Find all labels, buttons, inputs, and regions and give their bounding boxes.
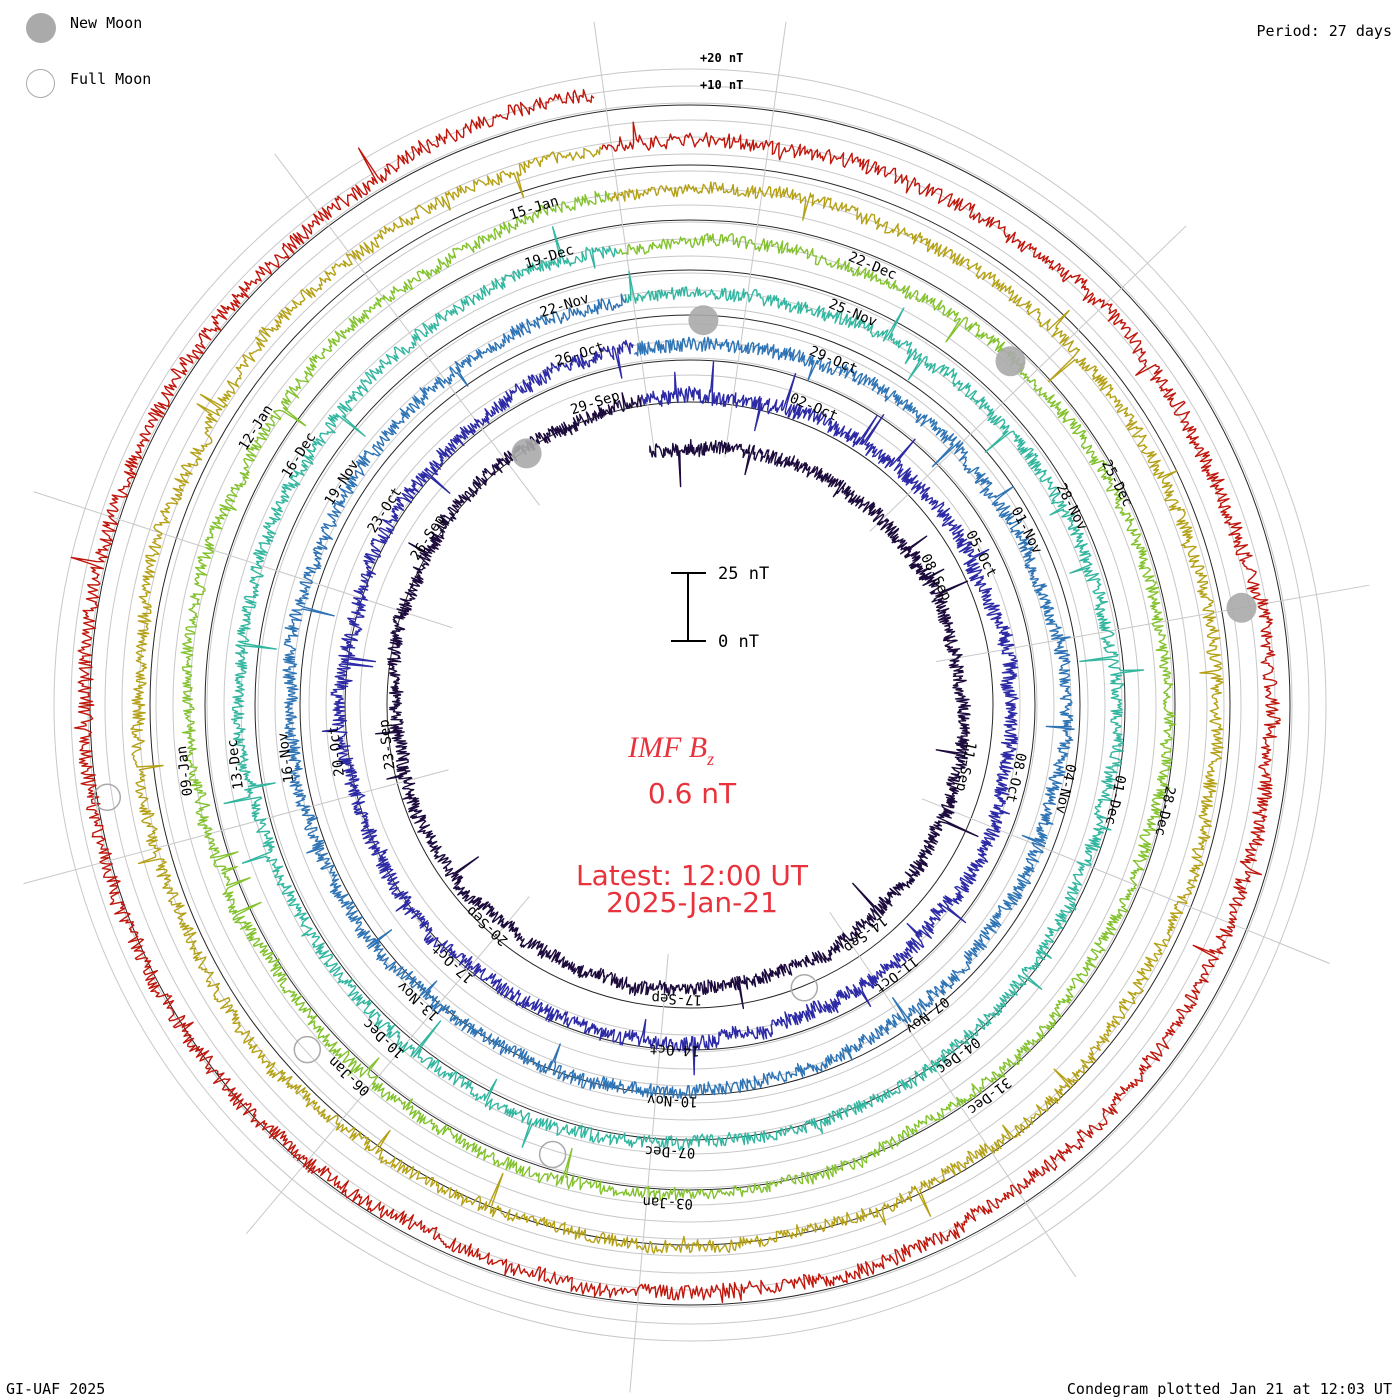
series-line-5 bbox=[180, 190, 1177, 1202]
ring-label-plus20: +20 nT bbox=[700, 51, 743, 65]
date-label: 16-Nov bbox=[275, 732, 297, 784]
series-line-6 bbox=[130, 146, 1224, 1255]
grid-ring bbox=[342, 357, 1038, 1053]
center-info: IMF Bz 0.6 nT Latest: 12:00 UT 2025-Jan-… bbox=[576, 731, 809, 919]
full-moon-icon bbox=[26, 69, 55, 98]
baseline-ring bbox=[254, 269, 1126, 1141]
date-label: 14-Sep bbox=[840, 912, 890, 955]
grid-spoke bbox=[593, 21, 656, 458]
plotted-timestamp: Condegram plotted Jan 21 at 12:03 UT bbox=[1066, 1380, 1392, 1398]
date-label: 17-Sep bbox=[651, 989, 702, 1007]
new-moon-marker bbox=[688, 305, 719, 336]
new-moon-marker bbox=[995, 346, 1026, 377]
baseline-ring bbox=[386, 401, 994, 1009]
date-label: 07-Dec bbox=[644, 1142, 695, 1160]
grid-ring bbox=[291, 306, 1089, 1104]
chart-title-subscript: z bbox=[706, 749, 714, 769]
grid-ring bbox=[359, 374, 1021, 1036]
latest-date: 2025-Jan-21 bbox=[606, 886, 778, 919]
date-label: 23-Oct bbox=[365, 485, 406, 536]
grid-ring bbox=[121, 136, 1259, 1274]
grid-ring bbox=[189, 204, 1191, 1206]
series-line-4 bbox=[223, 226, 1145, 1152]
baseline-ring bbox=[204, 219, 1176, 1191]
date-label: 03-Jan bbox=[642, 1193, 693, 1211]
date-label: 13-Dec bbox=[225, 738, 247, 790]
baseline-ring bbox=[89, 104, 1291, 1306]
baseline-ring bbox=[149, 164, 1231, 1246]
full-moon-marker bbox=[293, 1035, 322, 1064]
series-line-3 bbox=[282, 293, 1075, 1100]
date-label: 14-Oct bbox=[649, 1040, 700, 1058]
date-label: 11-Sep bbox=[952, 740, 979, 793]
grid-ring bbox=[206, 221, 1174, 1189]
credit-label: GI-UAF 2025 bbox=[6, 1380, 106, 1398]
grid-rings bbox=[53, 68, 1327, 1342]
series-line-2 bbox=[321, 339, 1019, 1076]
new-moon-marker bbox=[1226, 592, 1257, 623]
grid-ring bbox=[274, 289, 1106, 1121]
scale-top-label: 25 nT bbox=[718, 564, 769, 584]
scale-bottom-label: 0 nT bbox=[718, 632, 759, 652]
period-label: Period: 27 days bbox=[1256, 22, 1392, 40]
grid-spoke bbox=[921, 798, 1330, 964]
date-label: 09-Jan bbox=[174, 745, 196, 797]
new-moon-label: New Moon bbox=[70, 14, 143, 32]
date-label: 20-Oct bbox=[326, 725, 348, 777]
full-moon-marker bbox=[790, 974, 819, 1002]
date-label: 10-Dec bbox=[360, 1015, 408, 1061]
moon-markers bbox=[93, 305, 1257, 1169]
new-moon-icon bbox=[26, 13, 56, 43]
grid-spoke bbox=[33, 491, 453, 629]
grid-spoke bbox=[274, 153, 540, 506]
grid-ring bbox=[257, 272, 1123, 1138]
scale-bar: 25 nT 0 nT bbox=[671, 564, 769, 652]
baseline-ring bbox=[344, 359, 1036, 1051]
grid-spokes bbox=[23, 21, 1370, 1393]
full-moon-marker bbox=[538, 1140, 567, 1169]
grid-ring bbox=[138, 153, 1242, 1257]
date-label: 10-Nov bbox=[647, 1091, 698, 1109]
current-value: 0.6 nT bbox=[648, 777, 737, 810]
date-label: 29-Oct bbox=[807, 343, 860, 377]
date-label: 23-Sep bbox=[376, 718, 398, 770]
grid-spoke bbox=[724, 21, 787, 458]
ring-label-plus10: +10 nT bbox=[700, 78, 743, 92]
grid-spoke bbox=[23, 769, 449, 885]
chart-title-text: IMF B bbox=[627, 731, 707, 764]
full-moon-label: Full Moon bbox=[70, 70, 152, 88]
series-line-1 bbox=[375, 392, 979, 1010]
full-moon-marker bbox=[93, 783, 122, 812]
latest-time: Latest: 12:00 UT bbox=[576, 859, 809, 892]
date-label: 15-Jan bbox=[508, 193, 561, 223]
new-moon-marker bbox=[511, 438, 542, 469]
chart-title: IMF Bz bbox=[627, 731, 714, 769]
series-line-7 bbox=[70, 88, 1281, 1304]
grid-spoke bbox=[246, 896, 530, 1234]
date-label: 05-Oct bbox=[962, 528, 999, 580]
grid-ring bbox=[53, 68, 1327, 1342]
grid-spoke bbox=[629, 954, 669, 1393]
date-labels: 08-Sep11-Sep14-Sep17-Sep20-Sep23-Sep26-S… bbox=[174, 193, 1178, 1211]
grid-spoke bbox=[829, 911, 1077, 1278]
grid-ring bbox=[155, 170, 1225, 1240]
grid-ring bbox=[70, 85, 1310, 1325]
date-label: 22-Nov bbox=[538, 290, 591, 320]
series-layer bbox=[70, 88, 1281, 1304]
